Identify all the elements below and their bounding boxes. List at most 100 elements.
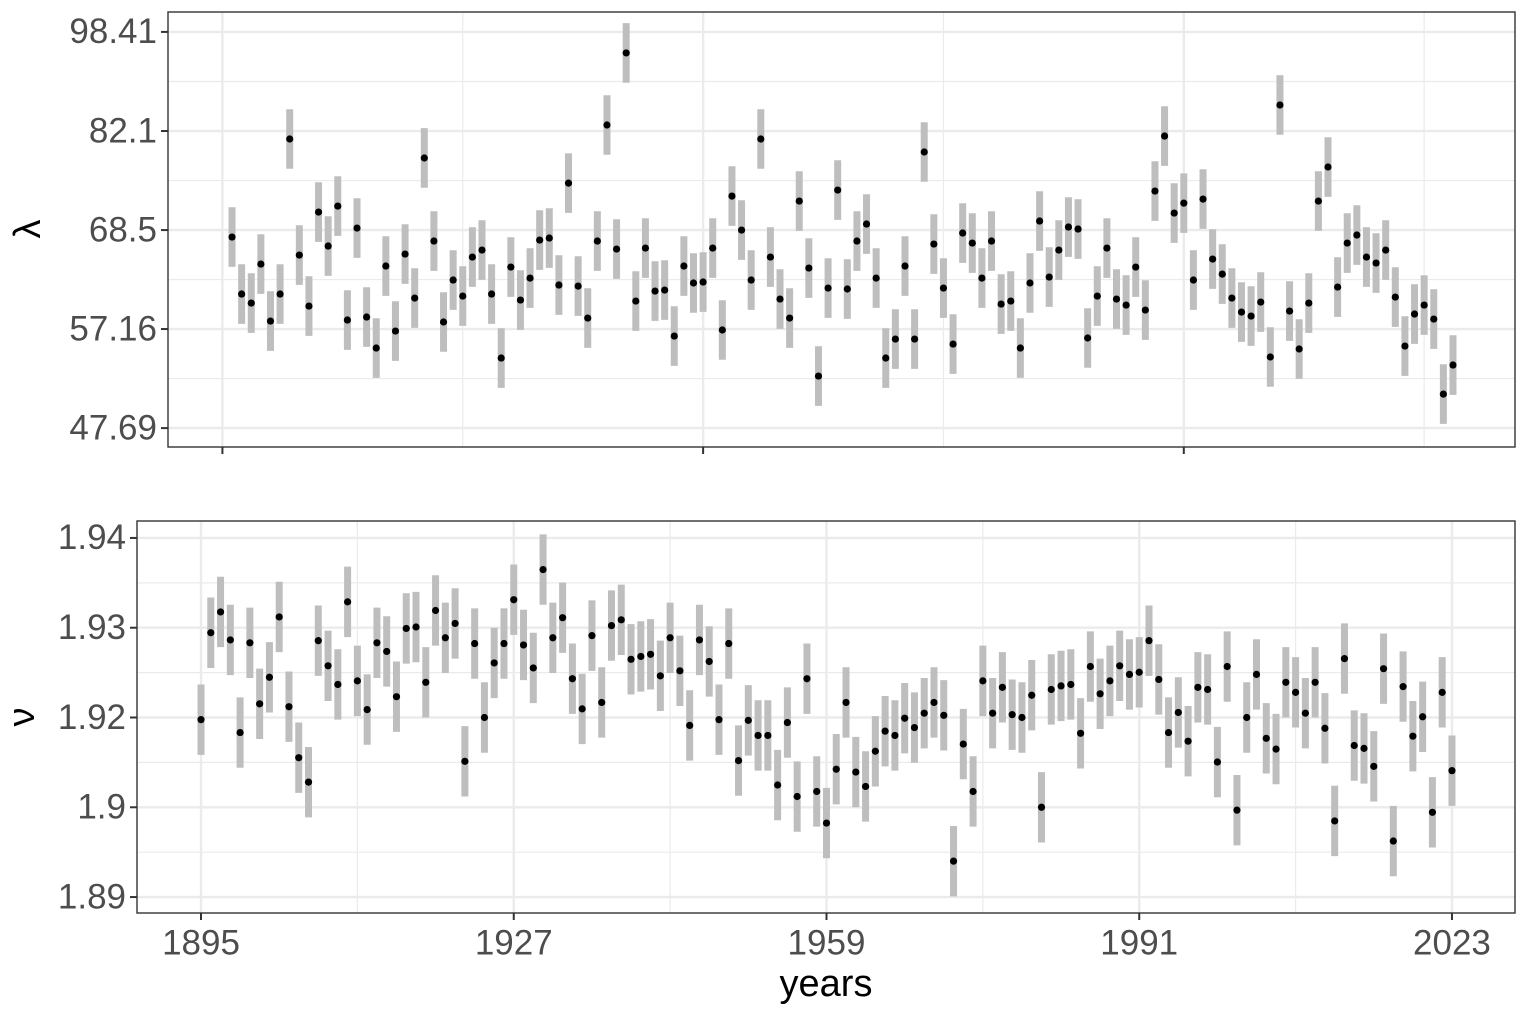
point: [1282, 678, 1290, 686]
point: [744, 716, 752, 724]
point: [1086, 662, 1094, 671]
point: [656, 672, 664, 680]
point: [304, 778, 313, 786]
point: [598, 698, 606, 707]
point: [568, 675, 576, 683]
point: [1047, 685, 1055, 694]
point: [1189, 276, 1198, 284]
point: [441, 634, 449, 642]
point: [1055, 246, 1063, 254]
point: [968, 239, 976, 247]
y-tick-label: 98.41: [69, 12, 157, 51]
point: [1301, 709, 1309, 717]
point: [940, 711, 948, 719]
point: [559, 614, 567, 622]
point: [266, 317, 275, 325]
point: [1160, 132, 1169, 140]
point: [786, 314, 794, 322]
y-tick-label: 47.69: [69, 408, 157, 447]
point: [979, 677, 987, 685]
point: [930, 698, 938, 707]
point: [1391, 293, 1399, 301]
point: [715, 716, 723, 724]
point: [1184, 737, 1192, 745]
point: [1204, 685, 1212, 694]
point: [1151, 187, 1159, 195]
point: [1370, 762, 1378, 770]
point: [314, 637, 322, 645]
point: [695, 636, 704, 644]
point: [670, 332, 678, 340]
point: [1439, 390, 1447, 398]
point: [372, 344, 380, 352]
point: [734, 756, 743, 765]
point: [363, 706, 371, 714]
point: [1350, 741, 1358, 750]
point: [891, 731, 899, 740]
point: [1372, 259, 1380, 267]
point: [861, 782, 870, 791]
point: [1334, 283, 1342, 291]
point: [529, 664, 537, 672]
point: [1247, 312, 1255, 320]
point: [641, 244, 650, 252]
point: [324, 662, 332, 670]
point: [238, 290, 246, 298]
point: [1448, 767, 1456, 775]
point: [666, 634, 674, 642]
point: [500, 639, 508, 648]
point: [247, 299, 255, 307]
point: [1321, 724, 1329, 732]
point: [314, 208, 323, 216]
panel-border: [167, 11, 1516, 448]
point: [1093, 292, 1101, 300]
point: [949, 857, 958, 865]
point: [728, 192, 736, 200]
point: [1135, 668, 1143, 676]
point: [1449, 361, 1457, 369]
point: [959, 229, 967, 237]
point: [334, 680, 342, 689]
panel-border: [136, 520, 1516, 914]
point: [411, 294, 419, 302]
point: [490, 659, 498, 667]
y-tick-label: 1.89: [58, 877, 126, 916]
point: [1008, 711, 1016, 719]
point: [1420, 301, 1428, 309]
point: [920, 148, 928, 156]
point: [275, 613, 283, 621]
point: [930, 240, 938, 248]
point: [862, 220, 871, 228]
point: [1132, 263, 1140, 271]
point: [480, 713, 489, 722]
point: [451, 619, 459, 628]
point: [391, 327, 400, 335]
point: [853, 237, 861, 245]
point: [676, 667, 684, 675]
point: [1045, 273, 1053, 281]
point: [449, 276, 457, 284]
point: [497, 354, 505, 362]
point: [661, 286, 669, 294]
point: [1262, 734, 1270, 742]
point: [627, 655, 635, 663]
point: [1276, 101, 1284, 109]
point: [578, 705, 586, 713]
x-tick-label: 1991: [1100, 923, 1178, 962]
point: [1096, 690, 1104, 698]
point: [622, 49, 630, 57]
point: [584, 314, 592, 322]
point: [607, 621, 616, 630]
y-tick-label: 82.1: [89, 111, 157, 150]
point: [757, 135, 765, 143]
point: [1194, 683, 1202, 691]
point: [402, 624, 410, 633]
point: [1223, 662, 1231, 671]
point: [842, 698, 850, 707]
y-tick-label: 1.93: [58, 608, 126, 647]
point: [872, 274, 880, 282]
point: [1343, 239, 1351, 247]
point: [1018, 713, 1026, 722]
x-tick-label: 1959: [788, 923, 866, 962]
point: [1016, 344, 1024, 352]
